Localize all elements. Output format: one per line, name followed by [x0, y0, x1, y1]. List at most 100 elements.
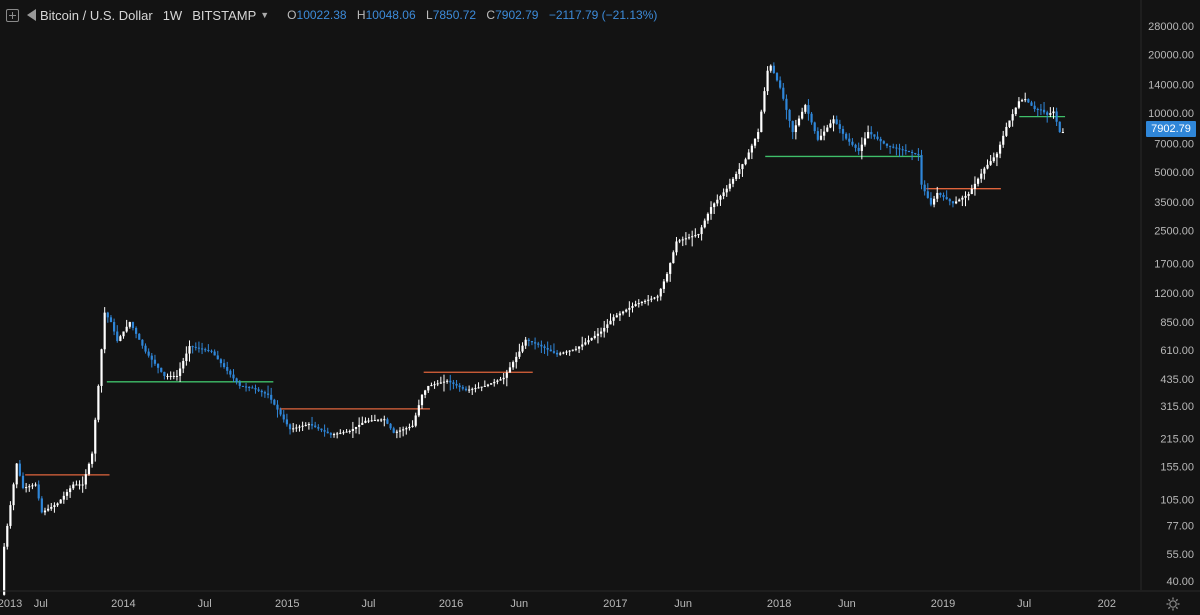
candle-body: [314, 425, 317, 428]
candle-body: [744, 159, 747, 165]
candle-body: [194, 346, 197, 348]
candle-body: [882, 141, 885, 144]
candle-body: [109, 317, 113, 323]
candle-body: [1005, 126, 1008, 136]
candle-body: [263, 392, 267, 394]
candle-body: [153, 359, 157, 364]
candle-body: [1061, 132, 1065, 134]
candle-body: [794, 125, 797, 133]
candle-body: [926, 191, 929, 198]
time-tick-label: 2015: [275, 598, 299, 610]
expand-icon[interactable]: [6, 8, 19, 22]
price-tick-label: 10000.00: [1148, 108, 1194, 120]
candle-body: [691, 236, 694, 238]
candle-body: [549, 349, 552, 352]
candle-body: [12, 484, 15, 506]
candle-body: [753, 138, 757, 146]
candle-body: [895, 147, 898, 149]
candle-body: [530, 340, 534, 343]
candle-body: [483, 385, 486, 387]
candle-body: [932, 198, 936, 205]
candle-body: [954, 201, 958, 204]
candle-body: [788, 109, 791, 121]
candle-body: [414, 415, 417, 426]
candle-body: [669, 263, 672, 274]
open-key: O: [287, 8, 297, 22]
candle-body: [295, 427, 298, 429]
candle-body: [741, 164, 744, 170]
candle-body: [288, 424, 292, 430]
candle-body: [763, 91, 766, 112]
candle-body: [923, 184, 926, 192]
candle-body: [524, 339, 527, 346]
candle-body: [238, 382, 241, 386]
time-tick-label: Jul: [34, 598, 48, 610]
price-tick-label: 28000.00: [1148, 21, 1194, 33]
candle-body: [345, 431, 348, 433]
candle-body: [571, 349, 574, 351]
candle-body: [87, 463, 91, 475]
candle-body: [449, 380, 452, 383]
candle-body: [879, 138, 882, 142]
candle-body: [185, 353, 188, 362]
time-axis[interactable]: 2013 Jul 2014 Jul 2015 Jul 2016 Jun 2017 Jun 2018 J…: [0, 590, 1200, 610]
candle-body: [103, 312, 106, 350]
candle-body: [411, 425, 414, 427]
close-key: C: [486, 8, 496, 22]
candle-body: [863, 138, 867, 145]
candle-body: [188, 346, 191, 354]
candle-body: [603, 327, 606, 332]
gear-icon[interactable]: [1166, 597, 1180, 611]
chevron-down-icon[interactable]: ▼: [260, 10, 270, 20]
candle-body: [845, 133, 848, 139]
price-tick-label: 1200.00: [1154, 288, 1194, 300]
candle-body: [697, 234, 700, 236]
candle-body: [502, 377, 505, 380]
candle-body: [936, 192, 939, 199]
time-tick-label: 2014: [111, 598, 135, 610]
candle-body: [678, 240, 681, 242]
candle-body: [631, 306, 634, 308]
price-tick-label: 1700.00: [1154, 258, 1194, 270]
candle-body: [637, 303, 640, 305]
candle-body: [1033, 105, 1036, 110]
candle-body: [1011, 114, 1014, 121]
symbol-name[interactable]: Bitcoin / U.S. Dollar: [40, 7, 153, 23]
candle-body: [1049, 113, 1052, 115]
candle-body: [562, 352, 565, 354]
candle-body: [207, 350, 210, 352]
candle-body: [672, 252, 675, 264]
candle-body: [929, 197, 933, 205]
candle-body: [204, 349, 207, 351]
candle-body: [807, 105, 810, 114]
ohlc-readout: O10022.38 H10048.06 L7850.72 C7902.79 −2…: [287, 8, 664, 22]
price-axis[interactable]: 28000.00 20000.00 14000.00 10000.00 7000.00 5…: [1140, 0, 1194, 590]
candle-body: [166, 375, 169, 377]
candle-body: [310, 424, 314, 426]
timeframe-label[interactable]: 1W: [162, 7, 183, 23]
candle-body: [779, 80, 782, 88]
price-tick-label: 315.00: [1160, 401, 1194, 413]
candle-body: [901, 149, 904, 151]
price-tick-label: 2500.00: [1154, 226, 1194, 238]
candle-body: [552, 351, 556, 353]
candle-body: [386, 419, 389, 424]
high-key: H: [356, 8, 366, 22]
candle-body: [782, 87, 785, 99]
candle-body: [370, 420, 373, 422]
candle-body: [395, 431, 398, 433]
candle-body: [383, 419, 386, 421]
candle-body: [518, 351, 521, 357]
last-price-label: 7902.79: [1146, 121, 1196, 137]
candle-body: [945, 197, 948, 200]
candle-body: [59, 499, 62, 504]
candle-body: [577, 346, 581, 349]
change-value: −2117.79 (−21.13%): [548, 8, 658, 22]
time-tick-label: 2019: [931, 598, 955, 610]
candle-body: [914, 152, 917, 155]
candle-body: [1055, 111, 1058, 122]
candle-body: [458, 385, 461, 388]
exchange-label[interactable]: BITSTAMP: [192, 7, 257, 23]
